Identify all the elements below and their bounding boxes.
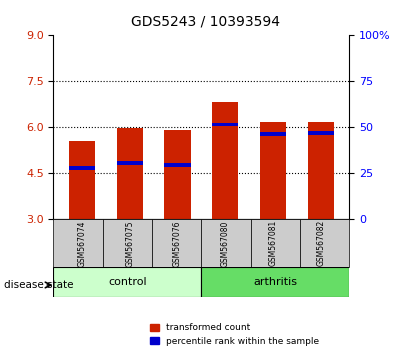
Bar	[103, 219, 152, 267]
Bar	[53, 219, 103, 267]
Bar	[164, 130, 191, 219]
Bar	[117, 128, 143, 219]
Bar	[260, 132, 286, 136]
Text: GSM567076: GSM567076	[173, 220, 182, 267]
Text: control: control	[108, 277, 147, 287]
Bar	[300, 219, 349, 267]
Text: GSM567075: GSM567075	[125, 220, 134, 267]
Text: arthritis: arthritis	[253, 277, 298, 287]
Bar	[212, 122, 238, 126]
Bar	[69, 141, 95, 219]
Legend: transformed count, percentile rank within the sample: transformed count, percentile rank withi…	[146, 320, 323, 349]
Bar	[260, 122, 286, 219]
Bar	[117, 161, 143, 165]
Bar	[201, 267, 349, 297]
Text: disease state: disease state	[4, 280, 74, 290]
Bar	[251, 219, 300, 267]
Bar	[307, 131, 334, 135]
Bar	[53, 267, 201, 297]
Text: GSM567080: GSM567080	[221, 220, 230, 267]
Bar	[307, 122, 334, 219]
Text: GSM567074: GSM567074	[78, 220, 87, 267]
Text: GSM567082: GSM567082	[316, 220, 325, 267]
Bar	[152, 219, 201, 267]
Text: GSM567081: GSM567081	[268, 220, 277, 267]
Text: GDS5243 / 10393594: GDS5243 / 10393594	[131, 14, 280, 28]
Bar	[164, 163, 191, 167]
Bar	[201, 219, 251, 267]
Bar	[69, 166, 95, 170]
Bar	[212, 102, 238, 219]
